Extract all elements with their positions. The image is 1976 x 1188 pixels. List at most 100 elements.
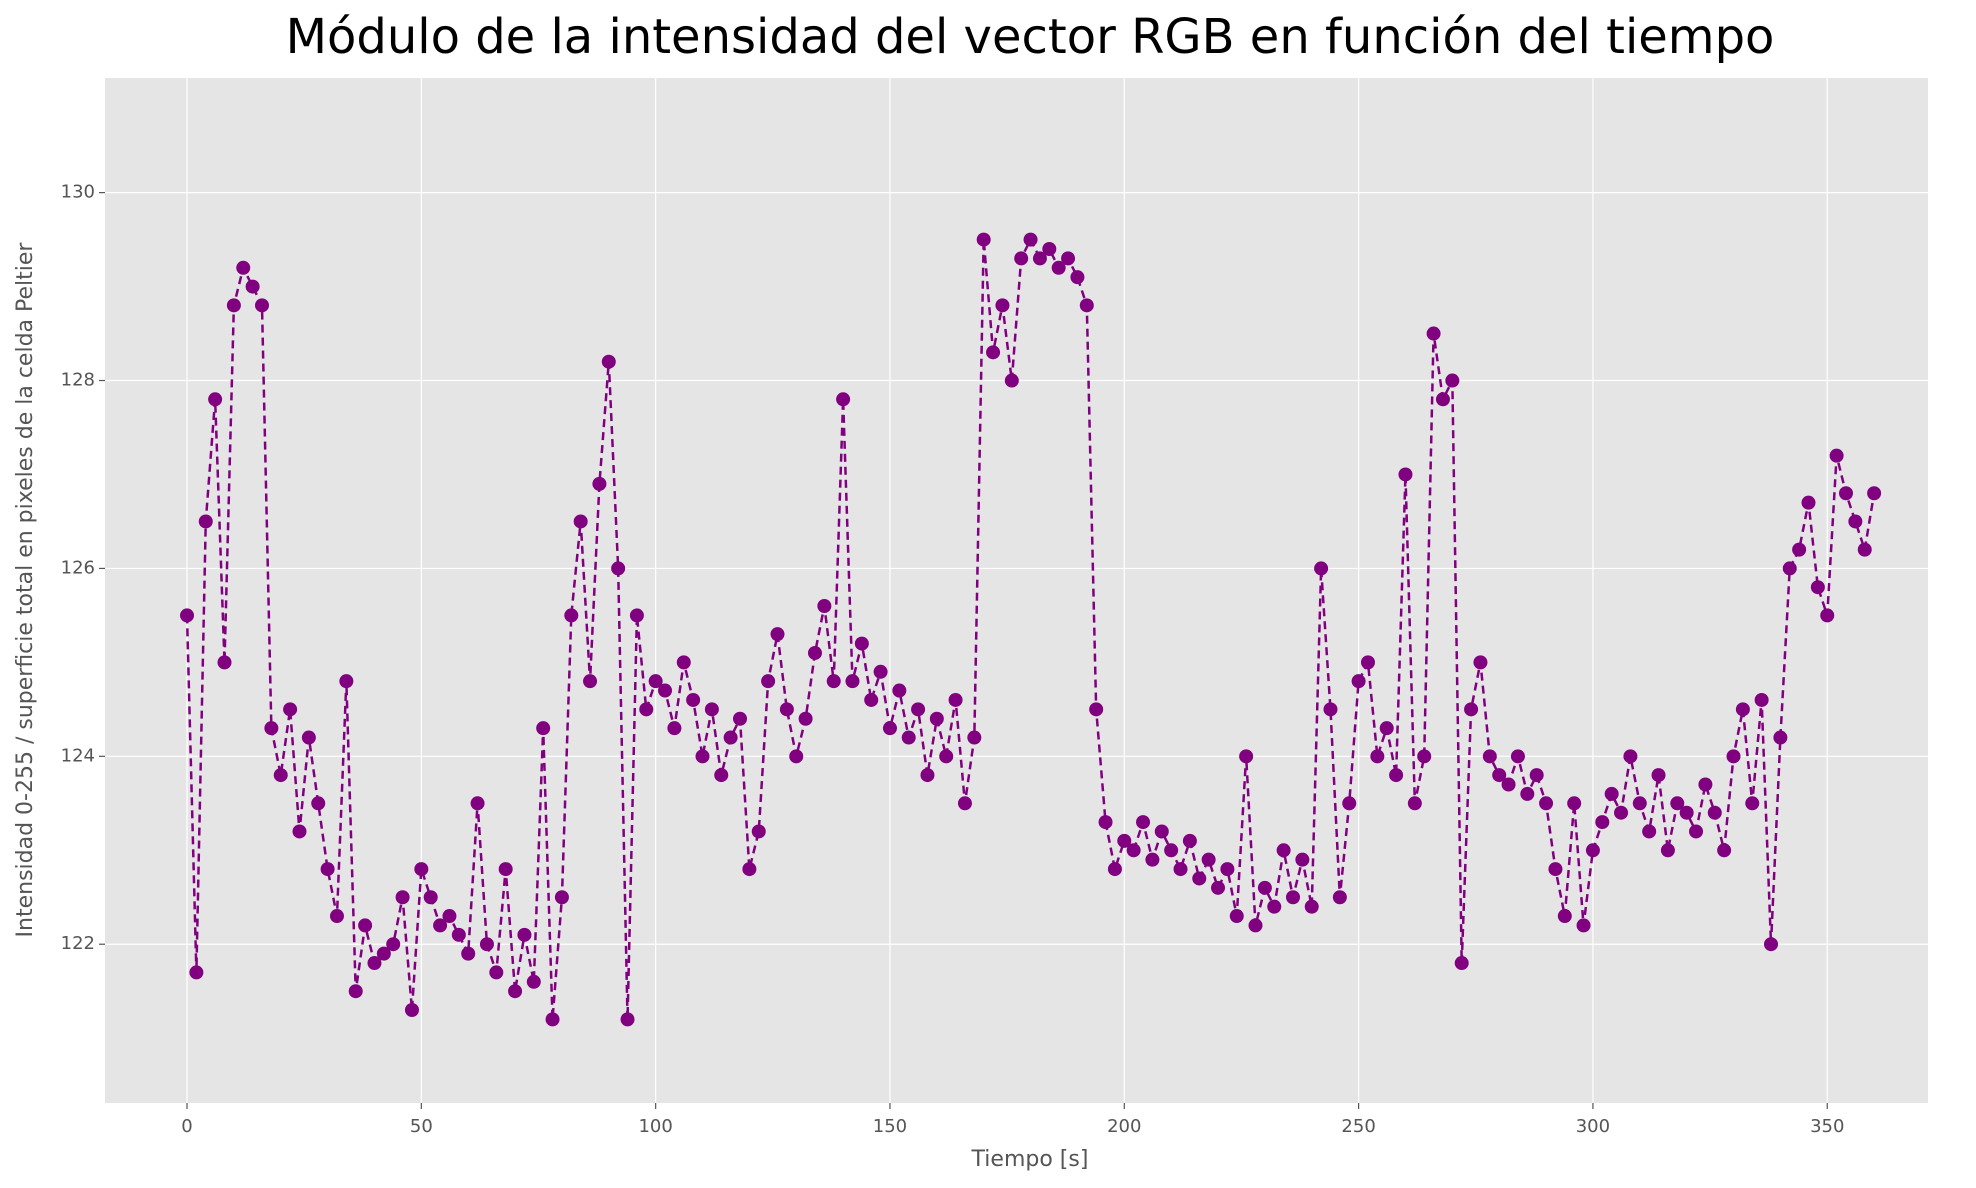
data-point (470, 796, 485, 811)
data-point (1492, 768, 1507, 783)
data-point (779, 702, 794, 717)
data-point (920, 768, 935, 783)
data-point (1014, 251, 1029, 266)
data-point (1117, 833, 1132, 848)
data-point (1023, 232, 1038, 247)
data-point (1182, 833, 1197, 848)
data-point (1660, 843, 1675, 858)
data-point (1585, 843, 1600, 858)
data-point (254, 298, 269, 313)
x-tick-label: 250 (1341, 1116, 1375, 1137)
data-point (629, 608, 644, 623)
data-point (489, 965, 504, 980)
x-tick-label: 200 (1107, 1116, 1141, 1137)
data-point (1342, 796, 1357, 811)
data-point (892, 683, 907, 698)
data-point (1154, 824, 1169, 839)
data-point (1164, 843, 1179, 858)
data-point (442, 909, 457, 924)
data-point (1857, 542, 1872, 557)
data-point (1136, 815, 1151, 830)
data-point (1614, 805, 1629, 820)
data-point (1070, 270, 1085, 285)
data-point (1229, 909, 1244, 924)
data-point (648, 674, 663, 689)
data-point (1726, 749, 1741, 764)
data-point (1304, 899, 1319, 914)
data-point (1745, 796, 1760, 811)
data-point (723, 730, 738, 745)
data-point (1295, 852, 1310, 867)
data-point (526, 974, 541, 989)
x-axis-label: Tiempo [s] (971, 1147, 1089, 1172)
data-point (423, 890, 438, 905)
data-point (1445, 373, 1460, 388)
data-point (376, 946, 391, 961)
x-tick-label: 100 (638, 1116, 672, 1137)
data-point (733, 711, 748, 726)
data-point (414, 862, 429, 877)
data-point (1211, 880, 1226, 895)
data-point (1679, 805, 1694, 820)
y-tick-label: 130 (61, 182, 95, 203)
data-point (695, 749, 710, 764)
data-point (770, 627, 785, 642)
data-point (311, 796, 326, 811)
data-point (1417, 749, 1432, 764)
x-tick-label: 150 (873, 1116, 907, 1137)
y-tick-label: 128 (61, 370, 95, 391)
data-point (1389, 768, 1404, 783)
data-point (433, 918, 448, 933)
data-point (1379, 721, 1394, 736)
data-point (1632, 796, 1647, 811)
data-point (1623, 749, 1638, 764)
data-point (704, 702, 719, 717)
data-point (1173, 862, 1188, 877)
data-point (1145, 852, 1160, 867)
data-point (761, 674, 776, 689)
data-point (1464, 702, 1479, 717)
data-point (1548, 862, 1563, 877)
data-point (1239, 749, 1254, 764)
chart-title: Módulo de la intensidad del vector RGB e… (286, 9, 1775, 65)
data-point (1670, 796, 1685, 811)
data-point (611, 561, 626, 576)
data-point (236, 260, 251, 275)
data-point (911, 702, 926, 717)
data-point (957, 796, 972, 811)
data-point (508, 984, 523, 999)
data-point (226, 298, 241, 313)
data-point (1257, 880, 1272, 895)
data-point (826, 674, 841, 689)
data-point (751, 824, 766, 839)
data-point (1501, 777, 1516, 792)
data-point (1820, 608, 1835, 623)
data-point (1192, 871, 1207, 886)
data-point (264, 721, 279, 736)
data-point (1698, 777, 1713, 792)
data-point (1323, 702, 1338, 717)
data-point (882, 721, 897, 736)
x-tick-label: 0 (181, 1116, 192, 1137)
data-point (1689, 824, 1704, 839)
data-point (1567, 796, 1582, 811)
data-point (1407, 796, 1422, 811)
data-point (807, 645, 822, 660)
data-point (836, 392, 851, 407)
data-point (1004, 373, 1019, 388)
data-point (1051, 260, 1066, 275)
data-point (1042, 241, 1057, 256)
data-point (714, 768, 729, 783)
data-point (1848, 514, 1863, 529)
data-point (658, 683, 673, 698)
data-point (1829, 448, 1844, 463)
data-point (1482, 749, 1497, 764)
data-point (217, 655, 232, 670)
data-point (517, 927, 532, 942)
data-point (1061, 251, 1076, 266)
data-point (592, 476, 607, 491)
data-point (901, 730, 916, 745)
y-tick-label: 126 (61, 557, 95, 578)
x-tick-label: 350 (1810, 1116, 1844, 1137)
